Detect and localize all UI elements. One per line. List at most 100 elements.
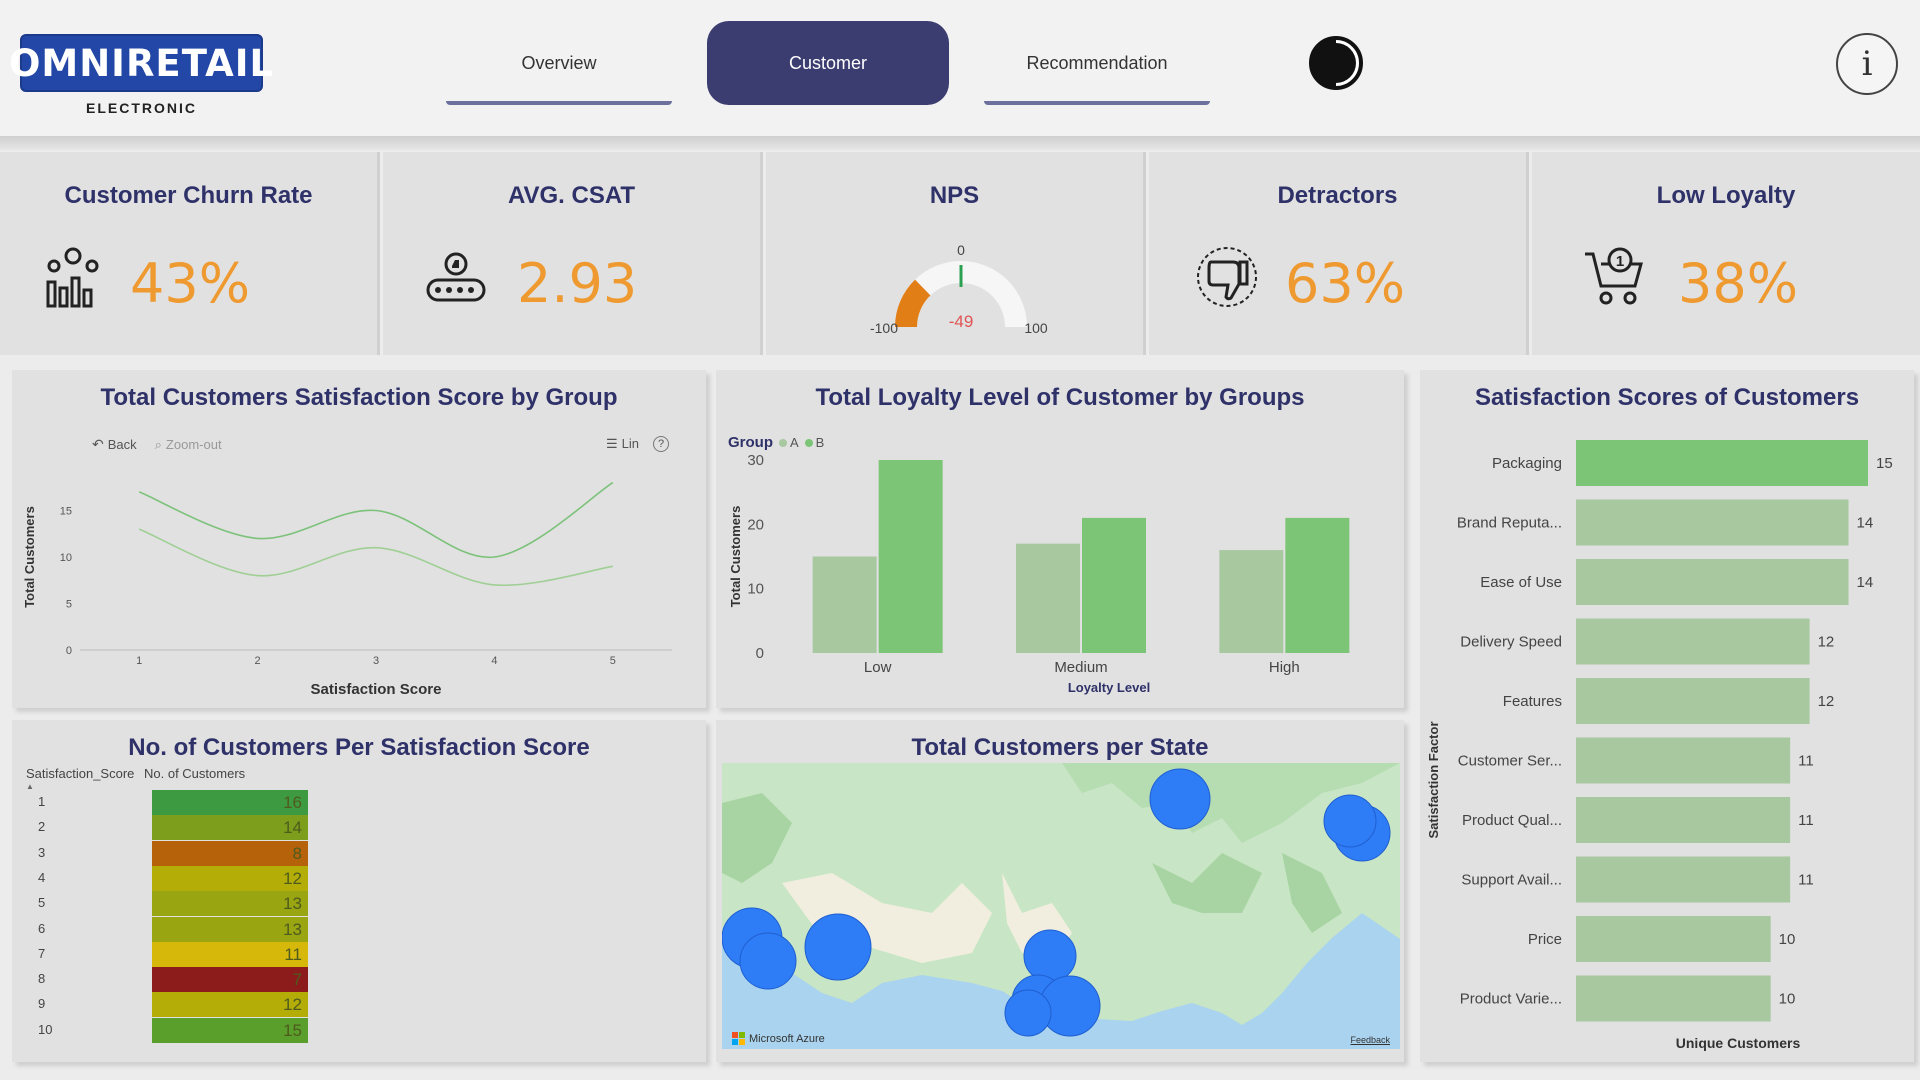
y-axis-title: Total Customers (728, 506, 743, 608)
y-tick-label-2: 10 (60, 552, 72, 564)
lin-toggle[interactable]: ☰ Lin (606, 436, 639, 452)
tab-overview[interactable]: Overview (438, 21, 680, 105)
count-cell: 8 (152, 840, 308, 866)
sort-up-icon: ▲ (26, 782, 34, 791)
value-label-6: 11 (1798, 812, 1814, 829)
score-cell: 6 (38, 920, 46, 936)
table-row[interactable]: 6 13 (28, 916, 308, 942)
kpi-detractors-value: 63% (1285, 252, 1406, 315)
info-button[interactable]: i (1836, 33, 1898, 95)
back-arrow-icon: ↶ (92, 436, 104, 452)
x-tick-label-2: 3 (373, 655, 379, 667)
x-tick-label-3: 4 (491, 655, 497, 667)
table-row[interactable]: 7 11 (28, 941, 308, 967)
count-cell: 12 (152, 992, 308, 1018)
nps-max-label: 100 (1024, 320, 1048, 336)
customers-per-score-title: No. of Customers Per Satisfaction Score (128, 734, 590, 761)
zoom-out-icon: ⌕ (154, 436, 162, 452)
contrast-icon[interactable] (1308, 35, 1364, 91)
y-axis-title: Total Customers (22, 506, 37, 608)
customers-state-map[interactable]: Microsoft Azure Feedback (722, 763, 1400, 1049)
x-tick-label-4: 5 (610, 655, 616, 667)
loyalty-bar-chart: 0 10 20 30 Low Medium High Loyalty Level Total C… (728, 452, 1350, 695)
attribution-label: Microsoft Azure (749, 1032, 825, 1045)
kpi-detractors-card: Detractors 63% (1149, 152, 1529, 355)
satisfaction-scores-title: Satisfaction Scores of Customers (1474, 384, 1860, 411)
kpi-csat-title: AVG. CSAT (507, 182, 636, 209)
kpi-low-loyalty-value: 38% (1678, 252, 1799, 315)
customers-per-score-panel: No. of Customers Per Satisfaction Score … (12, 720, 706, 1062)
table-row[interactable]: 2 14 (28, 815, 308, 841)
x-axis-title: Satisfaction Score (311, 681, 442, 698)
kpi-nps-card: NPS 0 -100 100 -49 (766, 152, 1146, 355)
score-cell: 1 (38, 794, 46, 809)
table-row[interactable]: 9 12 (28, 992, 308, 1018)
map-feedback-link[interactable]: Feedback (1350, 1035, 1390, 1045)
y-tick-label-2: 20 (747, 516, 764, 533)
table-row[interactable]: 4 12 (28, 865, 308, 891)
score-cell: 5 (38, 895, 46, 911)
count-cell: 14 (152, 815, 308, 841)
value-label-7: 11 (1798, 872, 1814, 889)
bar-A-medium (1016, 543, 1080, 653)
back-button[interactable]: ↶ Back (92, 436, 137, 453)
rating-stars-icon (426, 252, 486, 302)
legend-item-b[interactable]: B (804, 435, 824, 450)
x-axis-title: Unique Customers (1676, 1035, 1801, 1051)
header-divider (0, 136, 1920, 150)
y-tick-label-3: 15 (60, 506, 72, 518)
col-header-count[interactable]: No. of Customers (144, 766, 246, 781)
table-row[interactable]: 10 15 (28, 1017, 308, 1043)
zoom-out-label: Zoom-out (165, 437, 222, 452)
bar-B-high (1285, 517, 1350, 653)
people-chart-icon (46, 247, 99, 308)
lin-label: Lin (621, 436, 640, 451)
value-label-2: 14 (1857, 574, 1874, 591)
hbar-6 (1576, 797, 1791, 843)
bar-B-medium (1082, 517, 1146, 653)
tab-customer[interactable]: Customer (707, 21, 949, 105)
loyalty-legend: Group A B (728, 434, 824, 451)
col-header-score[interactable]: Satisfaction_Score (26, 766, 135, 781)
table-row[interactable]: 5 13 (28, 891, 308, 917)
help-button[interactable]: ? (653, 436, 670, 452)
state-bubble-9 (1004, 989, 1052, 1037)
score-cell: 3 (38, 844, 46, 860)
bar-B-low (878, 460, 943, 653)
nps-value: -49 (949, 312, 974, 331)
kpi-nps-title: NPS (929, 182, 980, 209)
header-bar: OMNIRETAIL ELECTRONIC Overview Customer … (0, 0, 1920, 138)
hbar-7 (1576, 856, 1791, 903)
x-axis-title: Loyalty Level (1068, 680, 1150, 695)
table-row[interactable]: 1 16 (28, 790, 308, 815)
info-icon: i (1861, 44, 1873, 84)
count-cell: 7 (152, 967, 308, 993)
x-tick-label-2: High (1269, 659, 1300, 676)
brand-subtitle: ELECTRONIC (86, 100, 197, 116)
bar-A-low (812, 556, 877, 653)
y-tick-label-0: 0 (756, 645, 764, 662)
kpi-churn-card: Customer Churn Rate 43% (0, 152, 380, 355)
loyalty-by-group-panel: Total Loyalty Level of Customer by Group… (716, 370, 1404, 708)
legend-item-a[interactable]: A (779, 435, 799, 450)
category-label-1: Brand Reputa... (1457, 515, 1562, 532)
line-series-1 (138, 528, 613, 587)
brand-logo: OMNIRETAIL (9, 34, 273, 92)
state-bubble-6 (1023, 929, 1077, 983)
count-cell: 15 (152, 1017, 308, 1043)
category-label-3: Delivery Speed (1460, 634, 1562, 651)
zoom-out-button[interactable]: ⌕ Zoom-out (155, 437, 222, 453)
x-tick-label-0: 1 (136, 655, 142, 667)
value-label-0: 15 (1876, 455, 1893, 472)
microsoft-logo-icon (732, 1032, 745, 1045)
value-label-5: 11 (1798, 753, 1814, 770)
tab-recommendation[interactable]: Recommendation (976, 21, 1218, 105)
count-cell: 13 (152, 916, 308, 942)
category-label-7: Support Avail... (1461, 872, 1562, 889)
hbar-9 (1576, 975, 1771, 1022)
y-axis-title: Satisfaction Factor (1426, 721, 1441, 838)
legend-title: Group (728, 434, 773, 451)
category-label-6: Product Qual... (1462, 812, 1562, 829)
